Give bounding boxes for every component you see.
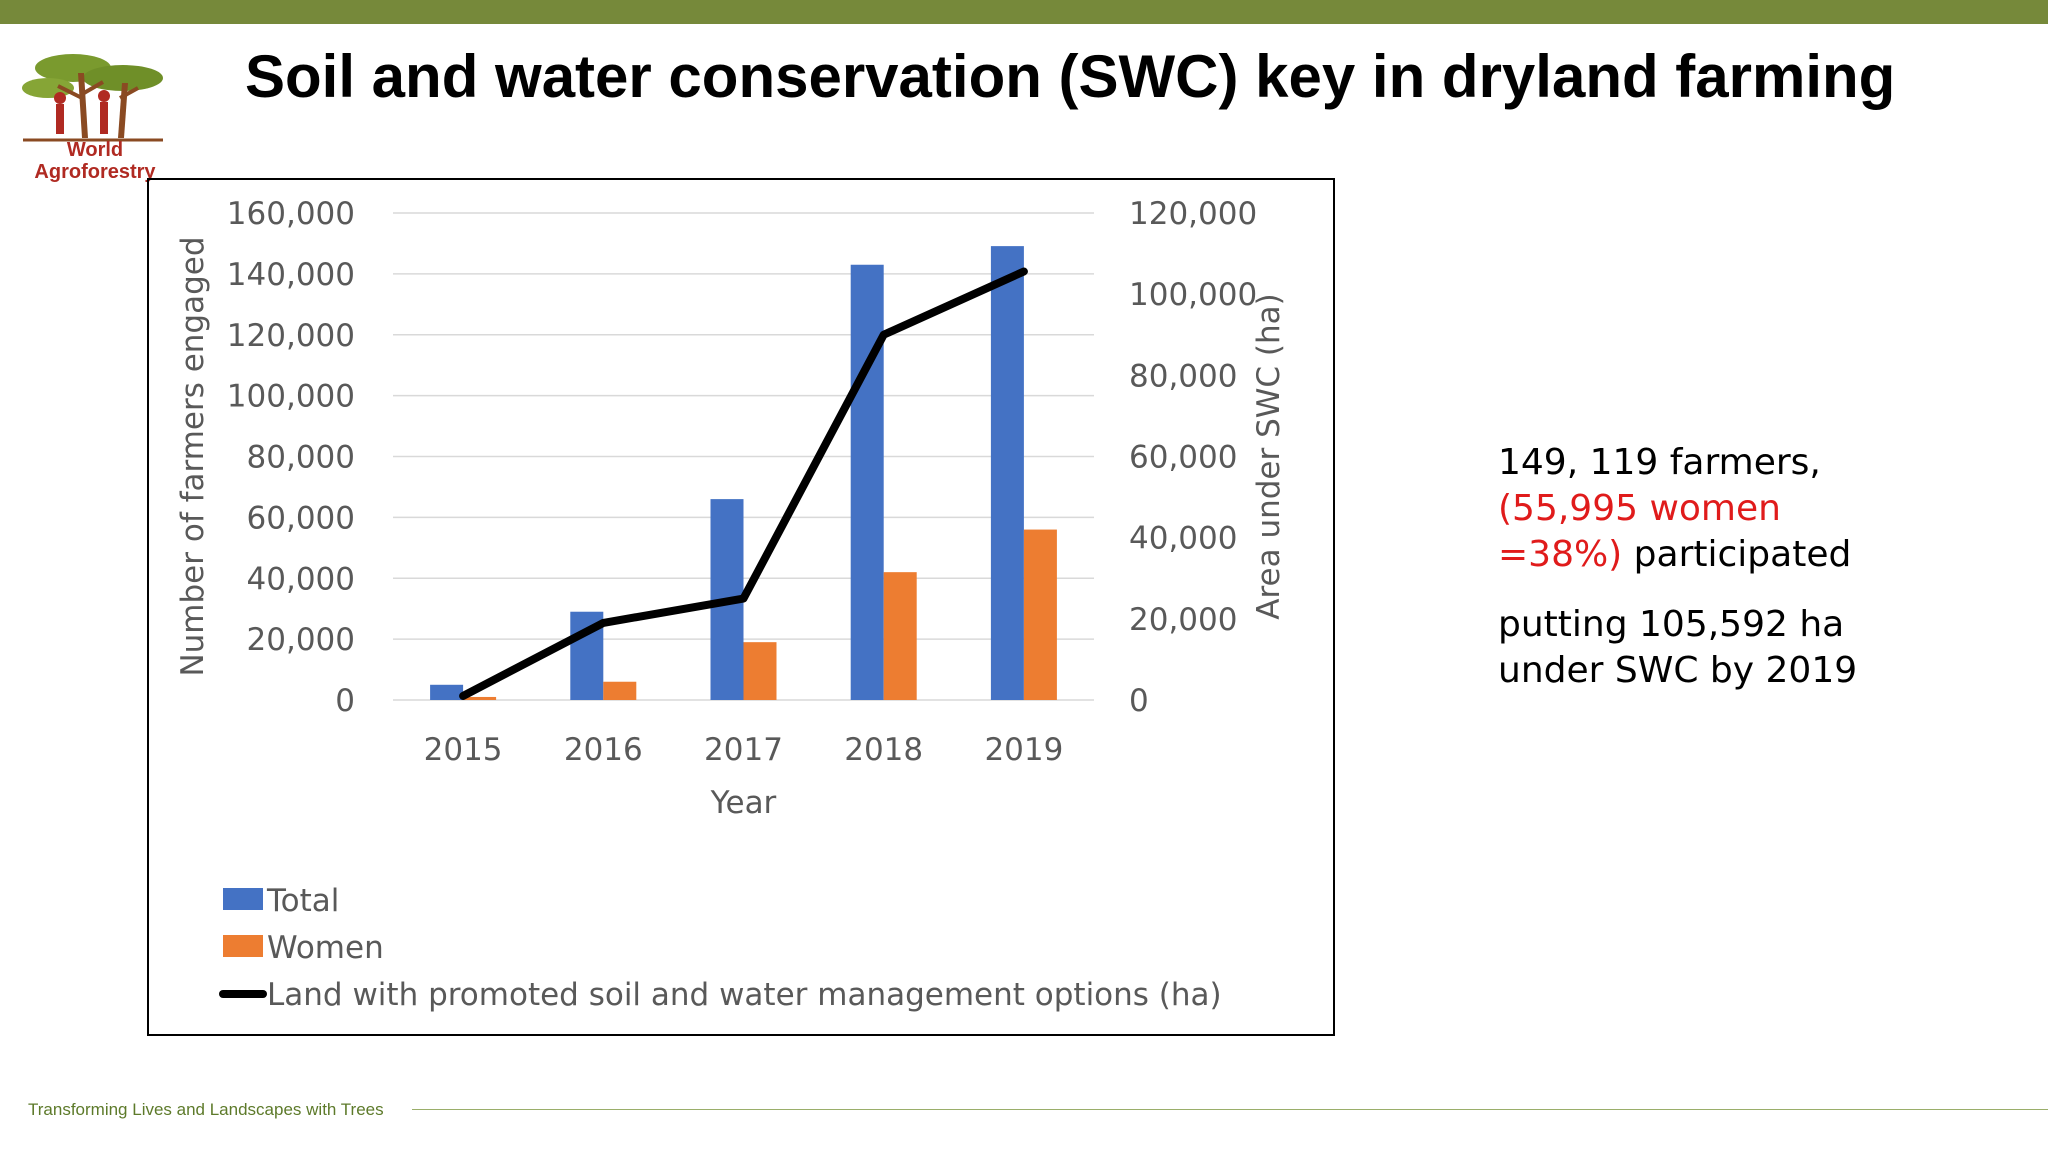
- slide-title: Soil and water conservation (SWC) key in…: [245, 43, 1896, 110]
- y-tick-label: 20,000: [247, 622, 355, 658]
- y-axis-title: Number of farmers engaged: [175, 236, 211, 676]
- bar-women: [603, 681, 637, 700]
- legend-label-women: Women: [267, 930, 384, 966]
- y-tick-label: 80,000: [247, 440, 355, 476]
- acacia-trees-logo-icon: [22, 54, 163, 142]
- y2-tick-label: 100,000: [1129, 277, 1257, 313]
- bar-women: [1023, 529, 1057, 700]
- bar-total: [430, 684, 464, 700]
- legend-label-total: Total: [266, 883, 339, 919]
- y-tick-label: 160,000: [227, 196, 355, 232]
- y-tick-label: 0: [335, 683, 355, 719]
- side-women-line: (55,995 women: [1498, 488, 1781, 529]
- bar-total: [990, 246, 1024, 700]
- logo-text-agroforestry: Agroforestry: [34, 161, 156, 183]
- bar-women: [883, 572, 917, 700]
- bar-total: [850, 264, 884, 700]
- top-accent-bar: [0, 0, 2048, 24]
- y2-tick-label: 80,000: [1129, 358, 1237, 394]
- side-area-text: putting 105,592 ha under SWC by 2019: [1498, 604, 1858, 691]
- x-axis-title: Year: [710, 785, 777, 821]
- y2-tick-label: 0: [1129, 683, 1149, 719]
- y-tick-label: 60,000: [247, 500, 355, 536]
- y-tick-label: 120,000: [227, 318, 355, 354]
- x-tick-label: 2015: [424, 732, 503, 768]
- legend-swatch-total: [223, 888, 263, 910]
- y2-tick-label: 20,000: [1129, 602, 1237, 638]
- x-tick-label: 2017: [704, 732, 783, 768]
- series-line-land: [459, 267, 1028, 700]
- side-farmers-line: 149, 119 farmers,: [1498, 442, 1821, 483]
- side-percent-red: =38%): [1498, 534, 1623, 575]
- y-tick-label: 40,000: [247, 561, 355, 597]
- y2-tick-label: 60,000: [1129, 440, 1237, 476]
- combo-chart: 160,000 140,000 120,000 100,000 80,000 60,000…: [175, 196, 1287, 1013]
- y-tick-label: 100,000: [227, 379, 355, 415]
- chart-frame: 160,000 140,000 120,000 100,000 80,000 60,000…: [147, 178, 1335, 1036]
- y2-axis-title: Area under SWC (ha): [1251, 293, 1287, 620]
- bar-women: [743, 642, 777, 700]
- bar-women: [463, 696, 497, 700]
- side-percent-line: =38%) participated: [1498, 532, 1978, 578]
- legend-label-line: Land with promoted soil and water manage…: [267, 977, 1222, 1013]
- legend-swatch-women: [223, 935, 263, 957]
- y2-tick-label: 40,000: [1129, 521, 1237, 557]
- x-tick-label: 2016: [564, 732, 643, 768]
- x-tick-label: 2018: [844, 732, 923, 768]
- footer-tagline: Transforming Lives and Landscapes with T…: [28, 1100, 384, 1119]
- x-tick-label: 2019: [984, 732, 1063, 768]
- y2-tick-label: 120,000: [1129, 196, 1257, 232]
- side-text-block: 149, 119 farmers, (55,995 women =38%) pa…: [1498, 440, 1978, 578]
- logo-text-world: World: [66, 139, 124, 161]
- side-participated: participated: [1622, 534, 1852, 575]
- y-tick-label: 140,000: [227, 257, 355, 293]
- footer-divider: [412, 1109, 2048, 1110]
